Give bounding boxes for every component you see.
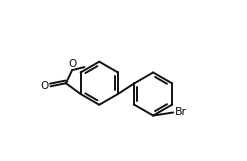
Text: Br: Br [175, 108, 187, 118]
Text: O: O [41, 81, 49, 91]
Text: O: O [68, 59, 76, 69]
